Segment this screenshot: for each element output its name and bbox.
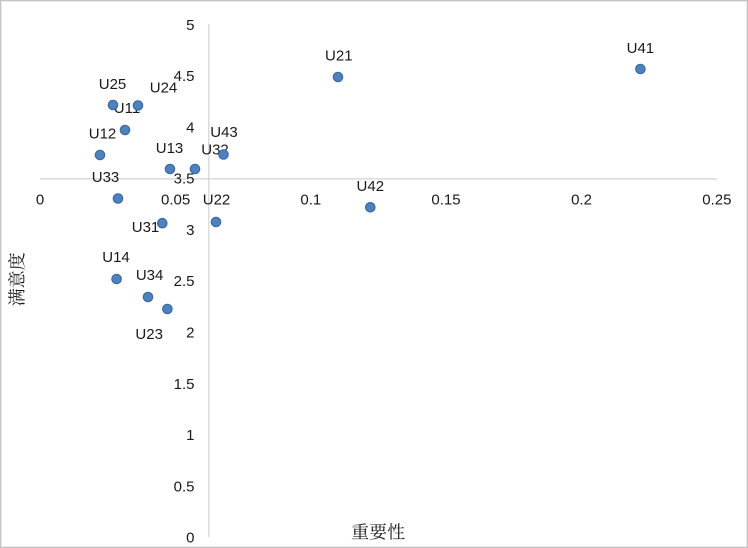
svg-text:U34: U34: [136, 267, 164, 284]
svg-text:0: 0: [186, 529, 194, 546]
svg-text:U33: U33: [92, 169, 120, 186]
svg-text:U41: U41: [627, 40, 655, 57]
svg-text:1.5: 1.5: [174, 376, 195, 393]
svg-text:U25: U25: [99, 76, 127, 93]
svg-text:0.2: 0.2: [571, 191, 592, 208]
svg-text:0.1: 0.1: [300, 191, 321, 208]
svg-text:3.5: 3.5: [174, 171, 195, 188]
svg-text:U23: U23: [135, 326, 163, 343]
svg-text:U21: U21: [325, 47, 353, 64]
svg-text:1: 1: [186, 427, 194, 444]
svg-text:U24: U24: [150, 79, 178, 96]
svg-text:U31: U31: [132, 219, 160, 236]
svg-text:0: 0: [36, 191, 44, 208]
svg-text:4.5: 4.5: [174, 68, 195, 85]
svg-text:3: 3: [186, 222, 194, 239]
svg-text:4: 4: [186, 119, 194, 136]
svg-text:0.25: 0.25: [702, 191, 731, 208]
svg-text:0.05: 0.05: [161, 191, 190, 208]
svg-text:2: 2: [186, 325, 194, 342]
svg-text:U43: U43: [210, 124, 238, 141]
svg-text:U14: U14: [102, 249, 130, 266]
svg-text:U12: U12: [89, 125, 117, 142]
svg-text:0.15: 0.15: [431, 191, 460, 208]
svg-text:U42: U42: [357, 178, 385, 195]
svg-text:2.5: 2.5: [174, 273, 195, 290]
svg-text:0.5: 0.5: [174, 478, 195, 495]
svg-text:U13: U13: [156, 140, 184, 157]
svg-text:U22: U22: [203, 191, 231, 208]
svg-text:5: 5: [186, 17, 194, 34]
